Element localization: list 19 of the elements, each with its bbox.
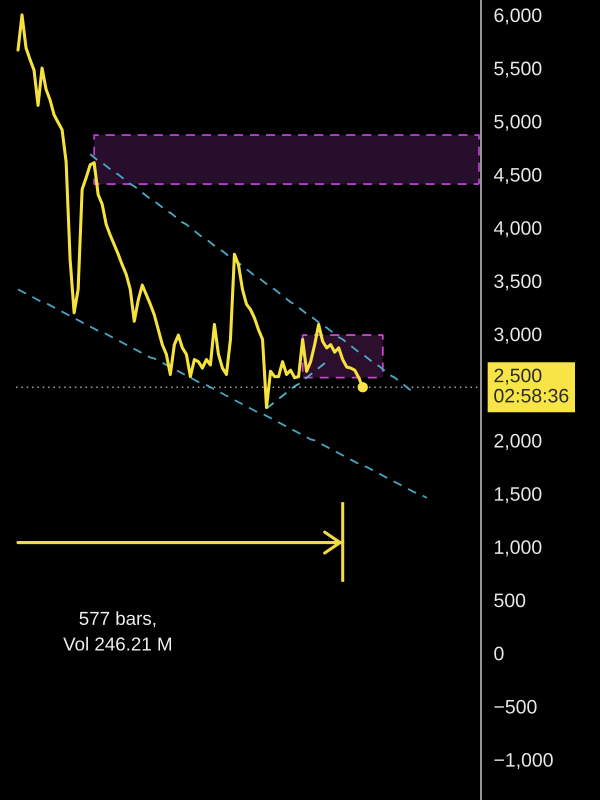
ref-line-label: 2,500 02:58:36 <box>494 368 568 403</box>
y-tick-label: 1,500 <box>494 487 542 504</box>
y-tick-label: 5,500 <box>494 62 542 78</box>
y-tick-label: −500 <box>494 700 537 714</box>
y-tick-label: 3,500 <box>494 274 542 290</box>
y-tick-label: −1,000 <box>494 753 553 770</box>
y-tick-label: 500 <box>494 593 526 608</box>
y-tick-label: 0 <box>494 646 504 660</box>
y-tick-label: 4,500 <box>494 168 542 184</box>
annotation: 577 bars, Vol 246.21 M <box>63 611 172 651</box>
line-series <box>266 360 328 410</box>
y-tick-label: 4,000 <box>494 221 542 238</box>
y-tick-label: 3,000 <box>494 328 542 344</box>
line-series <box>17 288 428 499</box>
y-tick-label: 5,000 <box>494 114 542 131</box>
y-tick-label: 2,000 <box>494 434 542 450</box>
y-tick-label: 6,000 <box>494 8 542 24</box>
line-series <box>89 153 412 392</box>
y-tick-label: 1,000 <box>494 540 542 556</box>
